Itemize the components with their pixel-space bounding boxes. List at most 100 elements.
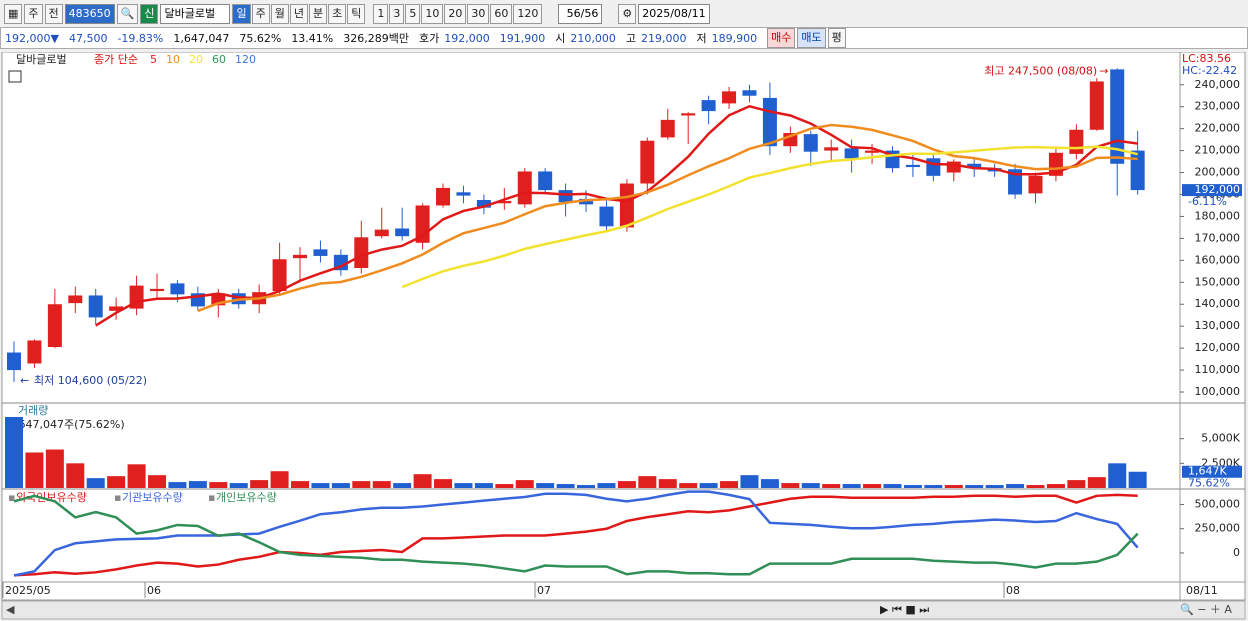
pane-title: 달바글로벌 <box>16 53 67 66</box>
ma-legend: 5 <box>150 53 157 66</box>
period-button[interactable]: 분 <box>308 4 328 24</box>
volume-bar <box>556 484 575 488</box>
candle-body <box>497 201 512 204</box>
ma-line <box>95 104 1138 327</box>
volume-bar <box>597 483 616 488</box>
volume-bar <box>944 485 963 488</box>
high: 219,000 <box>641 31 687 45</box>
interval-button[interactable]: 20 <box>444 4 467 24</box>
volume-bar <box>5 416 23 488</box>
volume-bar <box>331 483 350 488</box>
x-tick-label: 06 <box>147 584 161 597</box>
period-button[interactable]: 년 <box>289 4 308 24</box>
volume-bar <box>617 481 636 488</box>
ma-line <box>197 123 1138 313</box>
high-note: 최고 247,500 (08/08) <box>984 64 1097 77</box>
volume-bar <box>127 464 146 488</box>
volume-bar <box>413 474 432 488</box>
candle-body <box>88 295 103 318</box>
y-tick-label: 130,000 <box>1195 319 1241 332</box>
volume-bar <box>1006 484 1025 488</box>
candle-body <box>27 340 42 364</box>
volume-bar <box>842 484 861 488</box>
y-tick-label: 220,000 <box>1195 122 1241 135</box>
volume-bar <box>965 485 984 488</box>
candle-body <box>762 97 777 147</box>
count-input[interactable]: 56/56 <box>558 4 603 24</box>
interval-button[interactable]: 3 <box>389 4 405 24</box>
candle-body <box>538 171 553 191</box>
prev-button[interactable]: 전 <box>44 4 63 24</box>
candle-body <box>701 100 716 112</box>
grid-toggle[interactable] <box>8 70 22 83</box>
period-button[interactable]: 틱 <box>347 4 366 24</box>
period-button[interactable]: 초 <box>328 4 347 24</box>
period-button[interactable]: 주 <box>251 4 270 24</box>
volume-bar <box>434 479 453 488</box>
volume-bar <box>107 476 126 488</box>
legend-marker: ▪ <box>114 491 121 504</box>
code-input[interactable]: 483650 <box>64 4 115 24</box>
volume-bar <box>720 481 739 488</box>
candle-body <box>47 304 62 348</box>
candle-body <box>619 183 634 228</box>
volume-bar <box>740 475 759 488</box>
interval-button[interactable]: 60 <box>490 4 513 24</box>
scrollbar[interactable] <box>1 600 1246 620</box>
candle-body <box>374 229 389 237</box>
quote-bar: 192,000▼ 47,500 -19.83% 1,647,047 75.62%… <box>0 27 1248 49</box>
buy-button[interactable]: 매수 <box>767 28 796 48</box>
pane-title: 거래량 <box>18 404 48 417</box>
interval-button[interactable]: 30 <box>467 4 490 24</box>
search-button[interactable]: 🔍 <box>116 4 139 24</box>
date-input[interactable]: 2025/08/11 <box>638 4 710 24</box>
volume-bar <box>270 471 289 488</box>
candle-body <box>640 140 655 184</box>
x-end-label: 08/11 <box>1186 584 1218 597</box>
candle-body <box>946 161 961 173</box>
settings-button[interactable]: ⚙ <box>618 4 637 24</box>
volume-bar <box>352 481 371 488</box>
mode-select[interactable]: 주 <box>24 4 43 24</box>
volume-bar <box>658 479 677 488</box>
scroll-left[interactable]: ◀ <box>6 603 15 616</box>
volume-bar <box>474 483 493 488</box>
volume-bar <box>760 479 779 488</box>
y-tick-label: 100,000 <box>1195 385 1241 398</box>
zoom-controls[interactable]: 🔍 − ＋ A <box>1180 602 1232 616</box>
lc-label: LC:83.56 <box>1182 52 1231 65</box>
interval-button[interactable]: 5 <box>405 4 421 24</box>
holdings-line <box>13 490 1139 577</box>
change: 47,500 <box>68 31 108 45</box>
scroll-controls[interactable]: ▶ ⏮ ■ ⏭ <box>880 603 929 616</box>
holdings-line <box>13 494 1139 576</box>
candle-body <box>722 91 737 104</box>
ma-legend: 20 <box>189 53 203 66</box>
volume-bar <box>250 480 269 488</box>
period-button[interactable]: 월 <box>270 4 289 24</box>
candle-body <box>150 288 165 292</box>
interval-button[interactable]: 120 <box>513 4 543 24</box>
volume-bar <box>229 483 248 488</box>
y-tick-label: 500,000 <box>1195 498 1241 511</box>
volume-bar <box>679 483 698 488</box>
candle-body <box>395 228 410 237</box>
amount: 326,289백만 <box>343 32 409 45</box>
layout-button[interactable]: ▦ <box>4 4 23 24</box>
interval-button[interactable]: 1 <box>373 4 389 24</box>
interval-button[interactable]: 10 <box>421 4 444 24</box>
volume-bar <box>1026 485 1045 488</box>
period-button[interactable]: 일 <box>232 4 251 24</box>
open-label: 시 <box>555 32 566 45</box>
volume-bar <box>495 484 514 488</box>
avg-button[interactable]: 평 <box>827 28 846 48</box>
candle-body <box>476 199 491 208</box>
legend-marker: ▪ <box>208 491 215 504</box>
volume-bar <box>1128 471 1147 488</box>
new-badge: 신 <box>140 4 159 24</box>
candle-body <box>558 190 573 203</box>
sell-button[interactable]: 매도 <box>797 28 826 48</box>
volume-bar <box>454 483 473 488</box>
